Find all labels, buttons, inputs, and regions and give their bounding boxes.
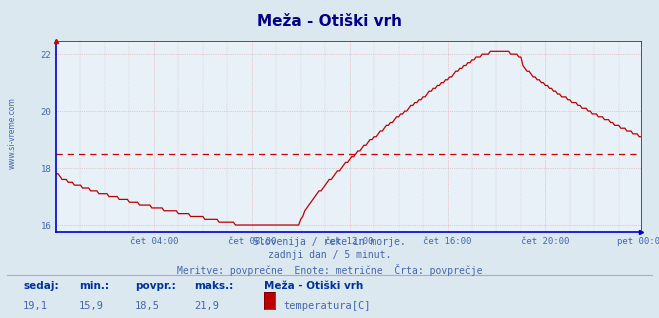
Text: 18,5: 18,5: [135, 301, 160, 310]
Text: min.:: min.:: [79, 281, 109, 291]
Text: zadnji dan / 5 minut.: zadnji dan / 5 minut.: [268, 250, 391, 260]
Text: Meža - Otiški vrh: Meža - Otiški vrh: [257, 14, 402, 29]
Text: temperatura[C]: temperatura[C]: [283, 301, 371, 310]
Text: www.si-vreme.com: www.si-vreme.com: [8, 98, 17, 169]
Text: 15,9: 15,9: [79, 301, 104, 310]
Text: Slovenija / reke in morje.: Slovenija / reke in morje.: [253, 237, 406, 247]
Text: Meža - Otiški vrh: Meža - Otiški vrh: [264, 281, 363, 291]
Text: sedaj:: sedaj:: [23, 281, 59, 291]
Text: 21,9: 21,9: [194, 301, 219, 310]
Text: 19,1: 19,1: [23, 301, 48, 310]
Text: Meritve: povprečne  Enote: metrične  Črta: povprečje: Meritve: povprečne Enote: metrične Črta:…: [177, 264, 482, 276]
Text: maks.:: maks.:: [194, 281, 234, 291]
Text: povpr.:: povpr.:: [135, 281, 176, 291]
